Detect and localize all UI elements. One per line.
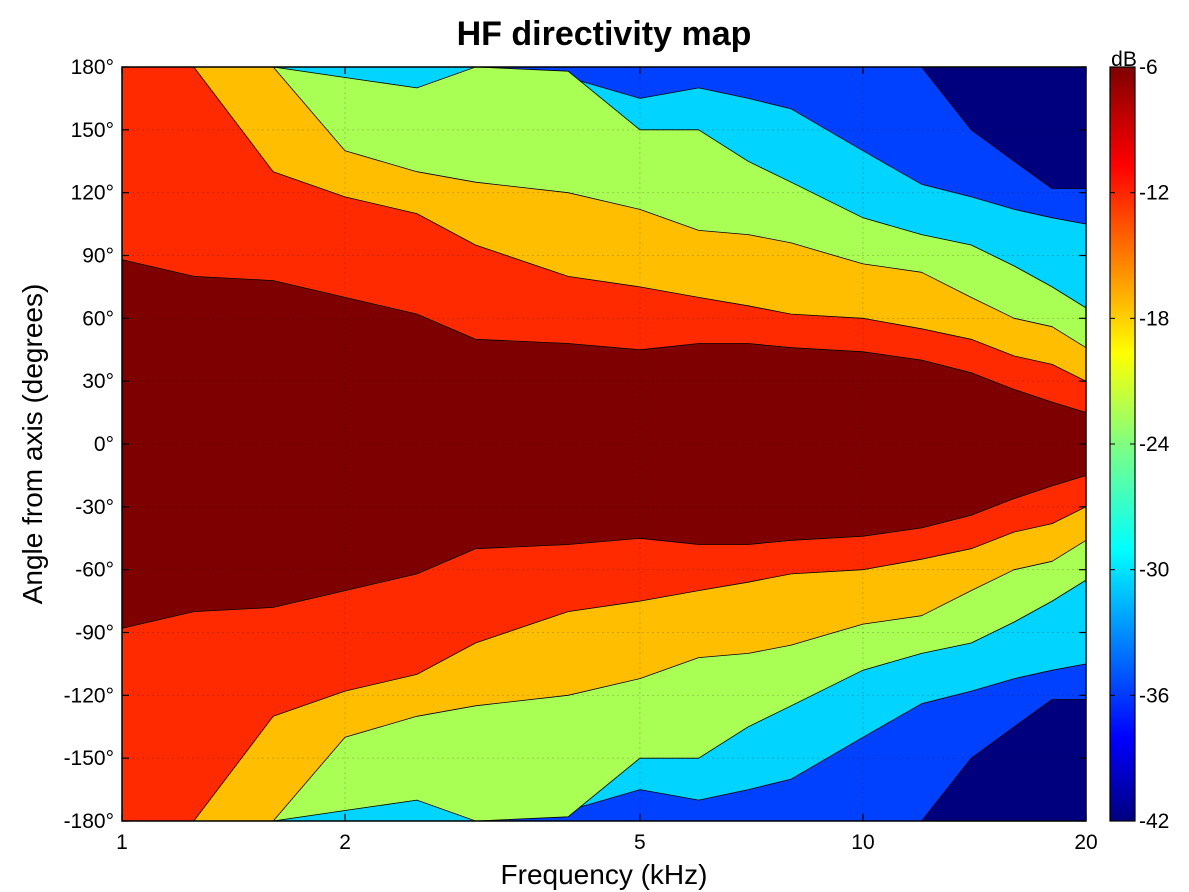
y-tick-label: -90° xyxy=(75,622,114,645)
y-tick-label: 60° xyxy=(82,307,114,330)
colorbar-tick-label: -24 xyxy=(1139,433,1170,456)
x-axis-label: Frequency (kHz) xyxy=(501,859,708,890)
x-tick-label: 1 xyxy=(116,831,128,854)
contour-band-9db xyxy=(122,259,1086,629)
chart-title: HF directivity map xyxy=(457,15,752,53)
x-tick-label: 2 xyxy=(339,831,351,854)
colorbar-tick-label: -30 xyxy=(1139,559,1169,582)
y-tick-label: -60° xyxy=(75,559,114,582)
y-tick-label: 120° xyxy=(71,182,114,205)
colorbar-unit-label: dB xyxy=(1111,48,1137,71)
y-axis-label: Angle from axis (degrees) xyxy=(17,284,48,605)
colorbar-tick-label: -12 xyxy=(1139,182,1169,205)
y-tick-label: 180° xyxy=(71,56,114,79)
colorbar-tick-label: -18 xyxy=(1139,307,1169,330)
colorbar-tick-label: -6 xyxy=(1139,56,1158,79)
x-tick-label: 20 xyxy=(1074,831,1097,854)
colorbar-tick-label: -36 xyxy=(1139,684,1169,707)
y-tick-label: -120° xyxy=(64,684,114,707)
x-tick-label: 5 xyxy=(634,831,646,854)
y-tick-label: 0° xyxy=(94,433,114,456)
y-tick-label: -150° xyxy=(64,747,114,770)
x-axis: 1 2 5 10 20 xyxy=(116,67,1098,854)
y-tick-label: 30° xyxy=(82,370,114,393)
y-tick-label: 150° xyxy=(71,119,114,142)
y-axis: 180° 150° 120° 90° 60° 30° 0° -30° -60° -90° -120°… xyxy=(64,56,1086,833)
y-tick-label: -30° xyxy=(75,496,114,519)
plot-area xyxy=(122,67,1086,821)
y-tick-label: 90° xyxy=(82,245,114,268)
colorbar: -6 -12 -18 -24 -30 -36 -42 xyxy=(1109,56,1170,833)
y-tick-label: -180° xyxy=(64,810,114,833)
colorbar-tick-label: -42 xyxy=(1139,810,1169,833)
x-tick-label: 10 xyxy=(851,831,874,854)
